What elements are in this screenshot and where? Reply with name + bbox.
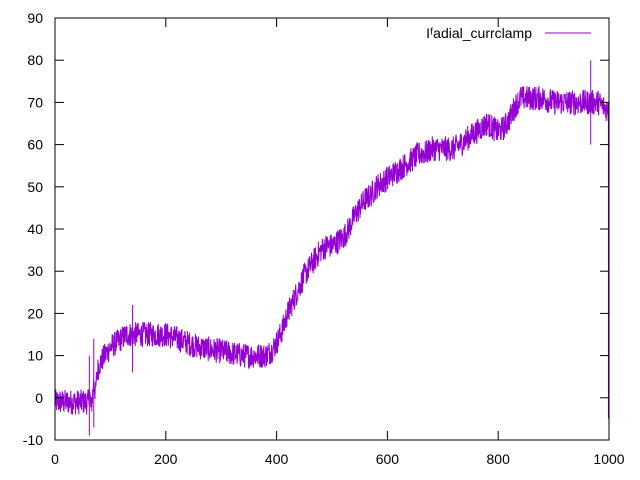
y-tick-label: 70 (27, 94, 43, 110)
legend: Iᶠadial_currclamp (426, 25, 591, 41)
x-tick-label: 1000 (593, 451, 624, 467)
y-tick-label: 20 (27, 305, 43, 321)
x-tick-label: 600 (376, 451, 400, 467)
y-tick-label: 30 (27, 263, 43, 279)
y-tick-label: 90 (27, 10, 43, 26)
x-tick-label: 400 (265, 451, 289, 467)
y-tick-label: 80 (27, 52, 43, 68)
series-line (54, 85, 610, 415)
x-tick-label: 800 (487, 451, 511, 467)
legend-label: Iᶠadial_currclamp (426, 25, 532, 41)
y-tick-label: 40 (27, 221, 43, 237)
y-tick-label: 10 (27, 348, 43, 364)
series-layer (54, 60, 610, 436)
plot-frame (54, 17, 610, 441)
y-tick-label: -10 (23, 432, 43, 448)
y-axis: -10 0 10 20 30 40 50 60 70 80 90 (23, 10, 609, 448)
x-axis: 0 200 400 600 800 1000 (51, 18, 625, 467)
y-tick-label: 60 (27, 137, 43, 153)
y-tick-label: 50 (27, 179, 43, 195)
x-tick-label: 0 (51, 451, 59, 467)
y-tick-label: 0 (35, 390, 43, 406)
x-tick-label: 200 (154, 451, 178, 467)
